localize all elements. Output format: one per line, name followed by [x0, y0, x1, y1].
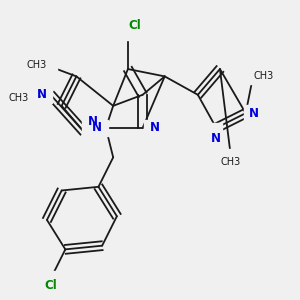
Text: N: N: [211, 132, 221, 145]
Text: N: N: [150, 122, 160, 134]
Bar: [18, 90, 39, 106]
Text: N: N: [249, 107, 260, 120]
Bar: [40, 271, 61, 287]
Text: CH3: CH3: [27, 60, 47, 70]
Bar: [145, 120, 155, 136]
Text: CH3: CH3: [253, 71, 273, 81]
Bar: [221, 149, 241, 166]
Text: N: N: [87, 115, 98, 128]
Bar: [118, 24, 138, 40]
Text: N: N: [92, 122, 102, 134]
Text: CH3: CH3: [221, 158, 241, 167]
Text: Cl: Cl: [44, 279, 57, 292]
Bar: [82, 120, 93, 136]
Bar: [97, 120, 108, 136]
Bar: [41, 87, 52, 103]
Text: Cl: Cl: [128, 19, 141, 32]
Bar: [37, 57, 57, 74]
Text: CH3: CH3: [8, 94, 28, 103]
Bar: [243, 68, 263, 85]
Bar: [211, 124, 222, 140]
Bar: [244, 105, 255, 121]
Text: N: N: [37, 88, 47, 101]
